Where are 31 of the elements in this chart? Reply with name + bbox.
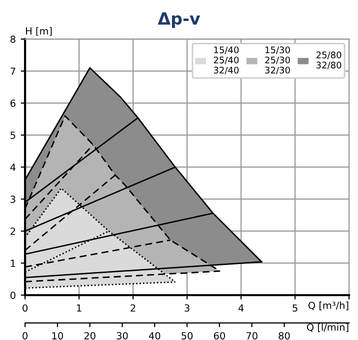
x2-tick-label: 60 (214, 332, 225, 340)
y-tick-label: 7 (10, 68, 16, 75)
legend-label: 15/30 25/30 32/30 (265, 46, 290, 74)
x2-tick-label: 50 (182, 332, 193, 340)
x2-tick-label: 30 (116, 332, 128, 340)
x-tick-label: 4 (238, 304, 244, 312)
x-axis-title: Q [m³/h] (308, 302, 348, 310)
y-tick-label: 4 (10, 164, 16, 171)
y-tick-label: 0 (10, 292, 16, 299)
x-tick-label: 5 (292, 304, 298, 312)
y-tick-label: 8 (10, 36, 16, 43)
x2-tick-label: 10 (52, 332, 63, 340)
x-tick-label: 3 (184, 304, 190, 312)
chart-title: Δp-v (158, 12, 200, 28)
y-axis-title: H [m] (26, 27, 52, 36)
y-tick-label: 1 (10, 260, 16, 267)
y-tick-label: 3 (10, 196, 16, 203)
legend-label: 25/80 32/80 (316, 52, 342, 70)
x2-tick-label: 0 (22, 332, 28, 340)
y-tick-label: 2 (10, 228, 16, 235)
x-tick-label: 2 (130, 304, 136, 312)
x-tick-label: 1 (77, 304, 82, 312)
legend-label: 15/40 25/40 32/40 (214, 46, 239, 74)
x2-tick-label: 40 (148, 332, 160, 340)
y-tick-label: 6 (10, 100, 16, 107)
x2-tick-label: 20 (84, 332, 96, 340)
x2-tick-label: 70 (246, 332, 258, 340)
y-tick-label: 5 (10, 132, 16, 139)
x-tick-label: 0 (22, 304, 28, 312)
x2-tick-label: 80 (278, 332, 290, 340)
x2-axis-title: Q [l/min] (306, 323, 348, 332)
